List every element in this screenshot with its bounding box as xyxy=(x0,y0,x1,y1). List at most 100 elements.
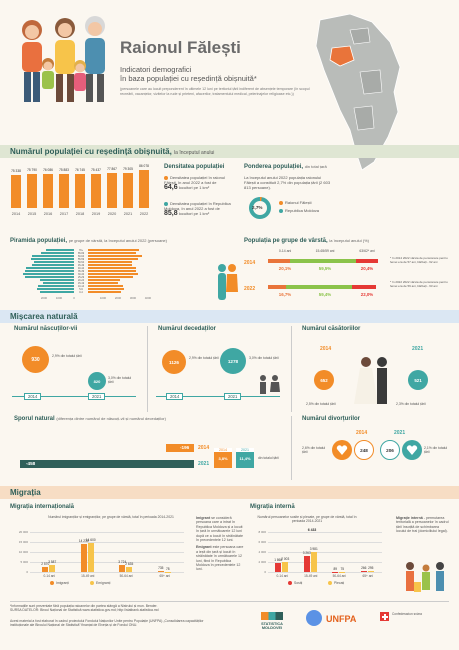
internal-migration-subtitle: Numărul persoanelor sosite și plecate, p… xyxy=(257,515,357,524)
divorces-2021-circle xyxy=(402,440,422,460)
statistica-logo-text: STATISTICA MOLDOVEI xyxy=(261,622,283,630)
section-band-population: Numărul populației cu reședință obișnuit… xyxy=(0,145,459,158)
natural-increase-value-2021: -458 xyxy=(26,461,36,466)
legend-raion: Raionul Fălești xyxy=(285,200,312,205)
density-1-unit: locuitori pe 1 km² xyxy=(178,185,210,190)
x-axis-label: 50-64 ani xyxy=(332,574,346,578)
pyramid-bar-male xyxy=(38,285,74,288)
pyramid-bar-male xyxy=(42,282,74,285)
un-logo xyxy=(306,610,322,626)
divorces-card: Numărul divorțurilor 2014 2,6% din total… xyxy=(296,416,452,480)
y-axis-label: 10 000 xyxy=(18,550,28,554)
pyramid-bar-male xyxy=(41,252,74,255)
footer-divider xyxy=(10,601,449,602)
age-groups-title-small: la începutul anului (%) xyxy=(329,238,369,243)
legend-label-1: Imigranți xyxy=(56,580,70,585)
bar-label-1: 266 xyxy=(361,565,367,570)
pyramid-axis-label: 2000 xyxy=(40,296,48,300)
population-bar-label: 75 883 xyxy=(59,168,69,173)
intl-migration-subtitle: Numărul imigranților și emigranților, pe… xyxy=(48,515,174,519)
deaths-2014-pct: 2,9% din totalul țării xyxy=(189,356,219,360)
statistica-logo: STATISTICA MOLDOVEI xyxy=(252,612,292,630)
y-axis-label: 0 xyxy=(26,570,28,574)
section-subtitle-population: la începutul anului xyxy=(174,150,215,156)
population-bar-label: 76 745 xyxy=(75,167,85,172)
natural-increase-bar-2014 xyxy=(166,444,194,452)
pyramid-age-label: 60-64 xyxy=(77,254,85,258)
natural-increase-tag-2021: 2021 xyxy=(198,461,210,467)
divorces-2014-pct: 2,6% din totalul țării xyxy=(302,446,326,455)
pyramid-bar-male xyxy=(36,288,74,291)
y-axis-label: 8 000 xyxy=(258,530,266,534)
deaths-2021-circle: 1278 xyxy=(220,348,246,374)
weight-title-small: din total țară xyxy=(304,164,327,169)
bar-label-2: 295 xyxy=(368,565,374,570)
bar-label-2: 2 003 xyxy=(281,557,290,561)
bar-series-1 xyxy=(360,570,367,572)
deaths-card: Numărul decedaților 1126 2,9% din totalu… xyxy=(152,326,292,412)
population-year-label: 2020 xyxy=(107,212,117,216)
bar-series-1 xyxy=(157,570,164,572)
x-axis-label: 15-49 ani xyxy=(81,574,95,578)
weight-legend: Raionul Fălești Republica Moldova xyxy=(279,200,319,213)
age-group-header: 15-65/59 ani xyxy=(315,249,335,253)
pyramid-bar-female xyxy=(88,291,121,294)
bar-label-2: 3 981 xyxy=(309,547,318,552)
marriages-year-2014: 2014 xyxy=(320,346,332,352)
bar-label-2: 3 587 xyxy=(48,559,57,564)
bar-label-1: 1 868 xyxy=(274,557,283,562)
pyramid-title: Piramida populației, pe grupe de vârstă,… xyxy=(10,238,167,244)
births-year-2014: 2014 xyxy=(24,393,42,400)
pyramid-bar-female xyxy=(88,261,132,264)
divorces-year-2021: 2021 xyxy=(394,430,406,436)
pyramid-bar-female xyxy=(88,273,138,276)
pyramid-bar-male xyxy=(30,258,74,261)
pyramid-bar-female xyxy=(88,267,136,270)
legend-dot-1 xyxy=(288,581,292,585)
marriages-2021-circle: 521 xyxy=(408,370,428,390)
bar-label-2: 2 635 xyxy=(125,561,134,566)
legend-label-2: Emigranți xyxy=(96,580,111,585)
age-group-header: 63/62* ani xyxy=(359,249,375,253)
natural-increase-tag-2014: 2014 xyxy=(198,445,210,451)
x-axis-label: 15-49 ani xyxy=(304,574,318,578)
natural-increase-box-2021: 2021 11,4% xyxy=(236,448,254,468)
births-year-2021: 2021 xyxy=(88,393,106,400)
pyramid-bar-female xyxy=(88,270,136,273)
intl-migration-chart: 20 000 15 000 10 000 5 000 0 2 570 3 587 0-14 a… xyxy=(8,524,188,586)
age-group-bar xyxy=(355,259,378,263)
births-title: Numărul născuților-vii xyxy=(14,326,78,332)
density-2-value: 85,8 xyxy=(164,210,178,217)
pyramid-bar-female xyxy=(88,282,118,285)
density-2-text: Densitatea populației în Republica Moldo… xyxy=(164,201,231,211)
population-bar-label: 75 338 xyxy=(11,168,21,173)
bar-label-1: 89 xyxy=(333,566,338,571)
legend-dot-1 xyxy=(50,581,54,585)
density-1: Densitatea populației în raionul Fălești… xyxy=(164,175,236,191)
broken-heart-icon xyxy=(406,445,418,455)
section-band-natural: Mișcarea naturală xyxy=(0,310,459,323)
marriages-card: Numărul căsătoriilor 2014 652 2,5% din t… xyxy=(296,326,452,412)
intl-definitions: Imigrant se consideră persoana care a in… xyxy=(196,516,244,572)
legend-dot-2 xyxy=(328,581,332,585)
bar-series-2 xyxy=(310,552,317,572)
pyramid-age-label: 10-14 xyxy=(77,284,85,288)
pyramid-bar-male xyxy=(32,255,74,258)
pyramid-bar-female xyxy=(88,258,138,261)
pyramid-bar-male xyxy=(32,264,74,267)
pyramid-age-label: 65-69 xyxy=(77,251,85,255)
weight-donut: 2,7% xyxy=(248,196,272,220)
deaths-timeline xyxy=(156,396,280,397)
pyramid-bar-female xyxy=(88,252,136,255)
y-axis-label: 5 000 xyxy=(20,560,28,564)
births-card: Numărul născuților-vii 930 2,9% din tota… xyxy=(8,326,148,412)
divorces-2014-circle xyxy=(332,440,352,460)
family-illustration xyxy=(10,8,116,108)
internal-migration-title: Migrația internă xyxy=(250,504,295,510)
bar-label-2: 78 xyxy=(165,566,170,571)
population-year-label: 2015 xyxy=(27,212,37,216)
pyramid-bar-female xyxy=(88,276,133,279)
marriages-2021-pct: 2,3% din totalul țării xyxy=(396,402,426,406)
population-bar-label: 75 790 xyxy=(27,168,37,173)
def-internal-text: - permutarea teritorială a persoanelor î… xyxy=(396,516,449,534)
